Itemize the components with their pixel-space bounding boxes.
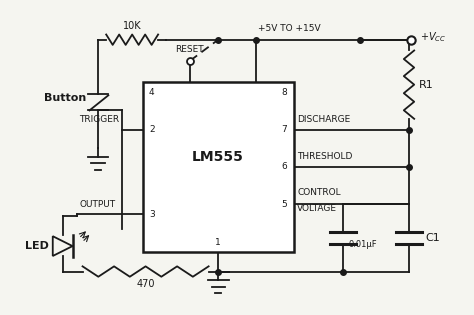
Text: CONTROL: CONTROL [297,188,341,197]
Text: THRESHOLD: THRESHOLD [297,152,353,161]
Text: 1: 1 [215,238,221,247]
Text: 0.01μF: 0.01μF [349,240,377,249]
Text: LM555: LM555 [192,151,244,164]
Text: Button: Button [44,93,86,103]
Text: 10K: 10K [123,21,141,31]
Text: TRIGGER: TRIGGER [79,115,119,124]
Text: R1: R1 [419,80,433,90]
Text: LED: LED [25,241,49,251]
Text: RESET: RESET [175,45,204,54]
Bar [143,82,293,252]
Text: 6: 6 [282,163,287,171]
Text: OUTPUT: OUTPUT [79,200,115,209]
Text: 470: 470 [137,279,155,289]
Text: 4: 4 [149,88,155,97]
Text: 8: 8 [282,88,287,97]
Text: 2: 2 [149,125,155,134]
Text: 7: 7 [282,125,287,134]
Text: 5: 5 [282,200,287,209]
Text: +5V TO +15V: +5V TO +15V [257,24,320,33]
Text: DISCHARGE: DISCHARGE [297,115,351,124]
Text: 3: 3 [149,210,155,219]
Text: VOLTAGE: VOLTAGE [297,204,337,213]
Text: $+V_{CC}$: $+V_{CC}$ [420,31,446,44]
Text: C1: C1 [426,233,440,243]
